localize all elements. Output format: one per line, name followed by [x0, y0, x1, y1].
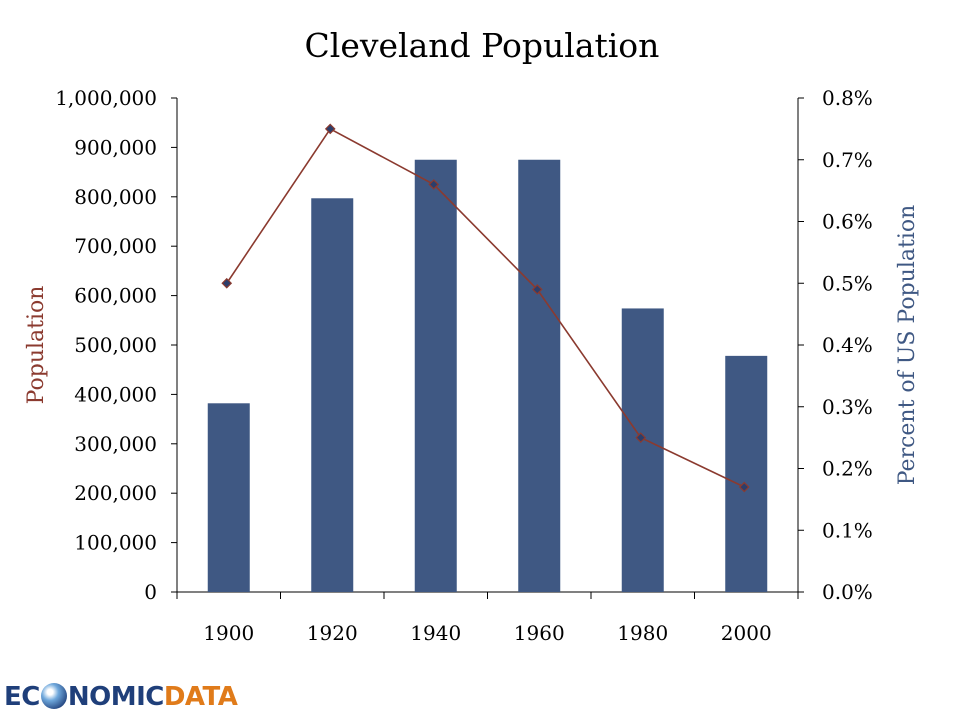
bar [725, 355, 768, 592]
line-series [226, 127, 745, 488]
y-tick-label: 0 [144, 580, 157, 604]
y2-tick-label: 0.0% [822, 580, 873, 604]
line-point [635, 432, 647, 443]
chart-title: Cleveland Population [305, 26, 660, 65]
x-tick-label: 1960 [514, 621, 565, 645]
y2-tick-label: 0.7% [822, 148, 873, 172]
y2-tick-label: 0.1% [822, 518, 873, 542]
x-tick-label: 1980 [617, 621, 668, 645]
y-tick-label: 500,000 [74, 333, 157, 357]
y-tick-label: 100,000 [74, 531, 157, 555]
line-point [221, 277, 233, 289]
y2-tick-label: 0.3% [822, 395, 873, 419]
y-tick-label: 700,000 [74, 234, 157, 258]
x-tick-label: 2000 [721, 621, 772, 645]
y2-tick-label: 0.4% [822, 333, 873, 357]
line-point [428, 179, 440, 190]
bar [414, 159, 457, 592]
plot-area: 0 100,000 200,000 300,000 400,000 500,000 600,… [55, 86, 873, 645]
y-tick-label: 800,000 [74, 185, 157, 209]
y-tick-label: 900,000 [74, 135, 157, 159]
line-point [324, 123, 336, 135]
y-tick-label: 200,000 [74, 481, 157, 505]
y2-axis-label: Percent of US Population [895, 205, 920, 486]
bar [311, 198, 354, 593]
logo-text-ec: EC [4, 682, 40, 712]
y-tick-label: 300,000 [74, 432, 157, 456]
y-tick-label: 600,000 [74, 284, 157, 308]
logo-text-data: DATA [163, 682, 238, 712]
globe-icon [40, 683, 67, 709]
x-tick-label: 1920 [307, 621, 358, 645]
line-point [738, 481, 750, 493]
bar [207, 403, 250, 592]
x-tick-label: 1940 [410, 621, 461, 645]
x-tick-label: 1900 [203, 621, 254, 645]
bar [621, 308, 664, 592]
y2-tick-label: 0.8% [822, 86, 873, 110]
bar [518, 159, 561, 592]
y2-tick-label: 0.5% [822, 271, 873, 295]
y2-tick-label: 0.6% [822, 210, 873, 234]
logo-text-nomic: NOMIC [67, 682, 165, 712]
y-axis-label: Population [24, 286, 49, 405]
line-point [531, 284, 543, 295]
y2-tick-label: 0.2% [822, 457, 873, 481]
y-tick-label: 400,000 [74, 382, 157, 406]
economicdata-logo: EC NOMICDATA [4, 682, 238, 718]
y-tick-label: 1,000,000 [55, 86, 157, 110]
